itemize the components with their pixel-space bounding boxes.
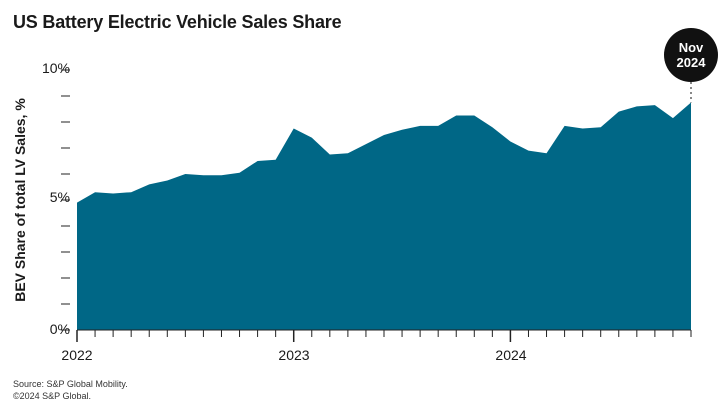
chart-title: US Battery Electric Vehicle Sales Share <box>13 12 342 32</box>
y-tick-label-0: 0% <box>49 321 70 337</box>
x-tick-label-2022: 2022 <box>61 347 93 363</box>
y-tick-label-10: 10% <box>41 60 70 76</box>
bev-share-area <box>77 102 691 330</box>
y-tick-label-5: 5% <box>49 189 70 205</box>
badge-year: 2024 <box>676 55 706 70</box>
x-tick-label-2023: 2023 <box>278 347 310 363</box>
x-tick-label-2024: 2024 <box>495 347 527 363</box>
badge-month: Nov <box>678 40 704 55</box>
copyright-text: ©2024 S&P Global. <box>13 391 92 401</box>
latest-month-badge: Nov 2024 <box>664 28 718 82</box>
source-text: Source: S&P Global Mobility. <box>13 379 128 389</box>
source-note: Source: S&P Global Mobility. ©2024 S&P G… <box>13 378 128 402</box>
